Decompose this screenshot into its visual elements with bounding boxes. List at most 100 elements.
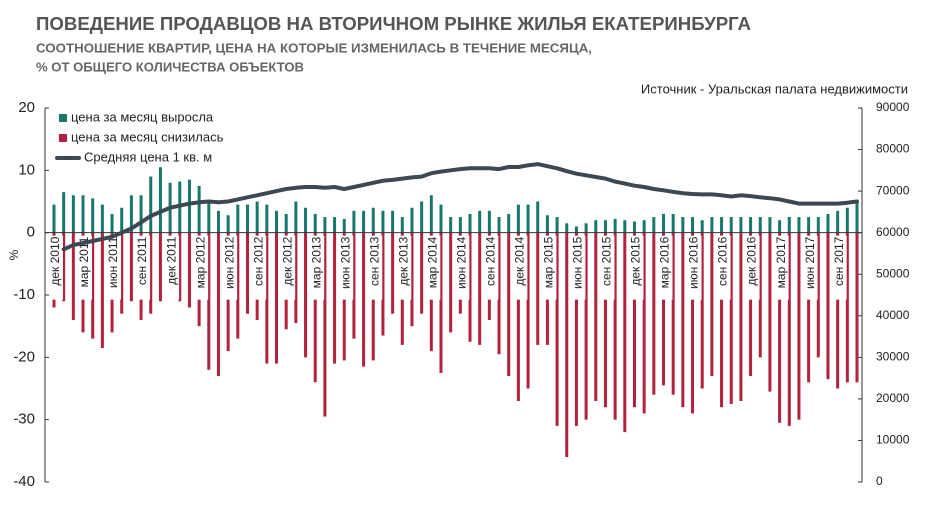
y2-tick-label: 10000	[876, 433, 910, 447]
bar	[352, 232, 356, 339]
bar	[371, 207, 375, 233]
y-tick-label: -10	[13, 286, 35, 303]
x-tick-label: дек 2013	[396, 236, 410, 285]
bar	[468, 232, 472, 342]
x-tick-label: мар 2016	[658, 236, 672, 288]
label-background	[107, 235, 122, 300]
bar	[681, 232, 685, 408]
bar	[807, 232, 811, 383]
bar	[710, 217, 714, 233]
y-tick-label: -30	[13, 411, 35, 428]
bar	[158, 232, 162, 302]
label-background	[687, 235, 702, 300]
bar	[410, 232, 414, 327]
bar	[381, 210, 385, 233]
bar	[613, 218, 617, 233]
x-tick-label: июн 2016	[687, 236, 701, 289]
bar	[681, 217, 685, 233]
bar	[594, 232, 598, 401]
bar	[855, 232, 859, 383]
bar	[497, 217, 501, 233]
bar	[187, 179, 191, 233]
bar	[468, 213, 472, 233]
bar	[91, 232, 95, 339]
bar	[526, 204, 530, 233]
bar	[749, 217, 753, 233]
bar	[362, 232, 366, 367]
bar	[381, 232, 385, 336]
label-background	[49, 235, 63, 300]
bar	[613, 232, 617, 420]
bar	[758, 232, 762, 358]
bar	[342, 218, 346, 233]
y2-tick-label: 70000	[876, 183, 910, 197]
label-background	[600, 235, 615, 300]
bar	[555, 232, 559, 426]
bar	[207, 201, 211, 233]
bar	[236, 204, 240, 233]
x-tick-label: июн 2017	[803, 236, 817, 289]
bar	[603, 232, 607, 408]
bar	[158, 167, 162, 233]
x-tick-label: сен 2013	[367, 236, 381, 286]
label-background	[629, 235, 644, 300]
bar	[236, 232, 240, 339]
bar	[662, 213, 666, 233]
bar	[333, 232, 337, 364]
x-tick-label: дек 2010	[48, 236, 62, 285]
x-tick-label: июн 2011	[106, 236, 120, 288]
bar	[632, 232, 636, 408]
bar	[816, 217, 820, 233]
bar	[642, 232, 646, 414]
label-background	[484, 235, 499, 300]
x-tick-label: дек 2016	[745, 236, 759, 285]
bar	[216, 210, 220, 233]
bar	[729, 232, 733, 405]
bar	[797, 217, 801, 233]
bar	[52, 204, 56, 233]
bar	[768, 232, 772, 392]
x-tick-label: сен 2014	[484, 236, 498, 286]
bar	[323, 217, 327, 233]
bar	[826, 232, 830, 380]
bar	[275, 210, 279, 233]
bar	[420, 232, 424, 314]
y-tick-label: 10	[18, 161, 35, 178]
bar	[623, 220, 627, 233]
bar	[149, 232, 153, 314]
bar	[294, 201, 298, 233]
bar	[245, 204, 249, 233]
bar	[778, 220, 782, 233]
bar	[574, 226, 578, 233]
bar	[216, 232, 220, 377]
legend-swatch	[59, 114, 67, 122]
bar	[275, 232, 279, 364]
bar	[245, 232, 249, 314]
bar	[81, 195, 85, 233]
x-tick-label: июн 2012	[222, 236, 236, 289]
x-tick-label: июн 2015	[571, 236, 585, 289]
bar	[768, 217, 772, 233]
label-background	[513, 235, 528, 300]
bar	[449, 217, 453, 233]
bar	[478, 210, 482, 233]
bar	[439, 232, 443, 373]
bar	[845, 232, 849, 383]
label-background	[339, 235, 354, 300]
bar	[787, 232, 791, 426]
bar	[100, 232, 104, 348]
chart-title: ПОВЕДЕНИЕ ПРОДАВЦОВ НА ВТОРИЧНОМ РЫНКЕ Ж…	[36, 14, 751, 34]
bar	[826, 213, 830, 233]
bar	[178, 232, 182, 302]
bar	[700, 232, 704, 389]
bar	[71, 232, 75, 320]
label-background	[774, 235, 789, 300]
bar	[594, 220, 598, 233]
bar	[536, 232, 540, 345]
label-background	[832, 235, 847, 300]
y-axis-label: %	[7, 249, 21, 260]
bar	[855, 201, 859, 233]
bar	[458, 217, 462, 233]
bar	[149, 176, 153, 233]
